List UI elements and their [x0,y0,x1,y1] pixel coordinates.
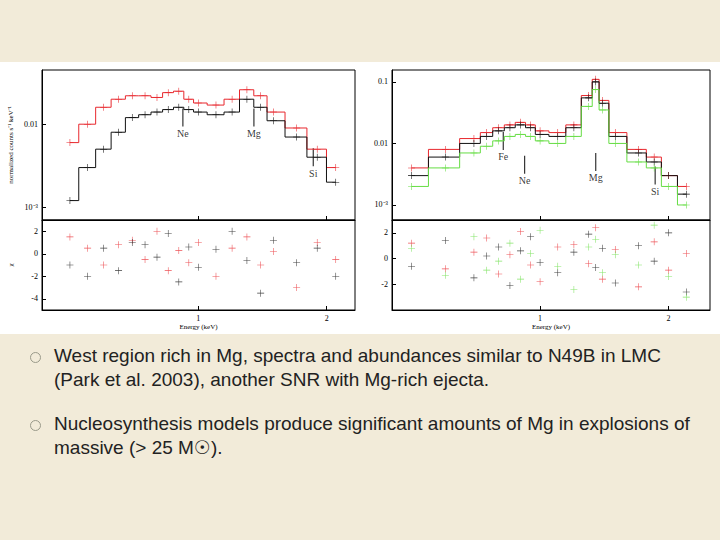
svg-text:Energy (keV): Energy (keV) [179,323,218,331]
html-text:West region rich in Mg, spectr: West region rich in Mg, spectra and abun… [54,345,661,390]
svg-text:-4: -4 [31,294,38,303]
svg-text:0.01: 0.01 [374,139,388,148]
svg-text:Fe: Fe [498,151,509,162]
svg-text:10⁻³: 10⁻³ [25,203,39,212]
svg-text:-2: -2 [381,280,388,289]
svg-text:-2: -2 [31,272,38,281]
svg-text:0: 0 [384,254,388,263]
svg-text:Energy (keV): Energy (keV) [532,323,571,331]
svg-text:Si: Si [651,186,660,197]
svg-text:2: 2 [325,314,329,323]
svg-text:2: 2 [34,227,38,236]
svg-text:Mg: Mg [589,172,603,183]
svg-text:Si: Si [309,168,318,179]
svg-text:0.01: 0.01 [24,120,38,129]
svg-text:1: 1 [538,314,542,323]
svg-text:0.1: 0.1 [378,77,388,86]
svg-text:0: 0 [34,249,38,258]
svg-text:Mg: Mg [247,128,261,139]
svg-text:Ne: Ne [177,128,189,139]
svg-text:1: 1 [196,314,200,323]
svg-text:2: 2 [667,314,671,323]
html-text:Nucleosynthesis models produce: Nucleosynthesis models produce significa… [54,413,690,458]
svg-text:2: 2 [384,228,388,237]
svg-text:normalized counts s⁻¹ keV⁻¹: normalized counts s⁻¹ keV⁻¹ [7,106,15,184]
svg-text:10⁻³: 10⁻³ [375,200,389,209]
svg-text:Ne: Ne [519,175,531,186]
svg-text:χ: χ [7,263,15,267]
